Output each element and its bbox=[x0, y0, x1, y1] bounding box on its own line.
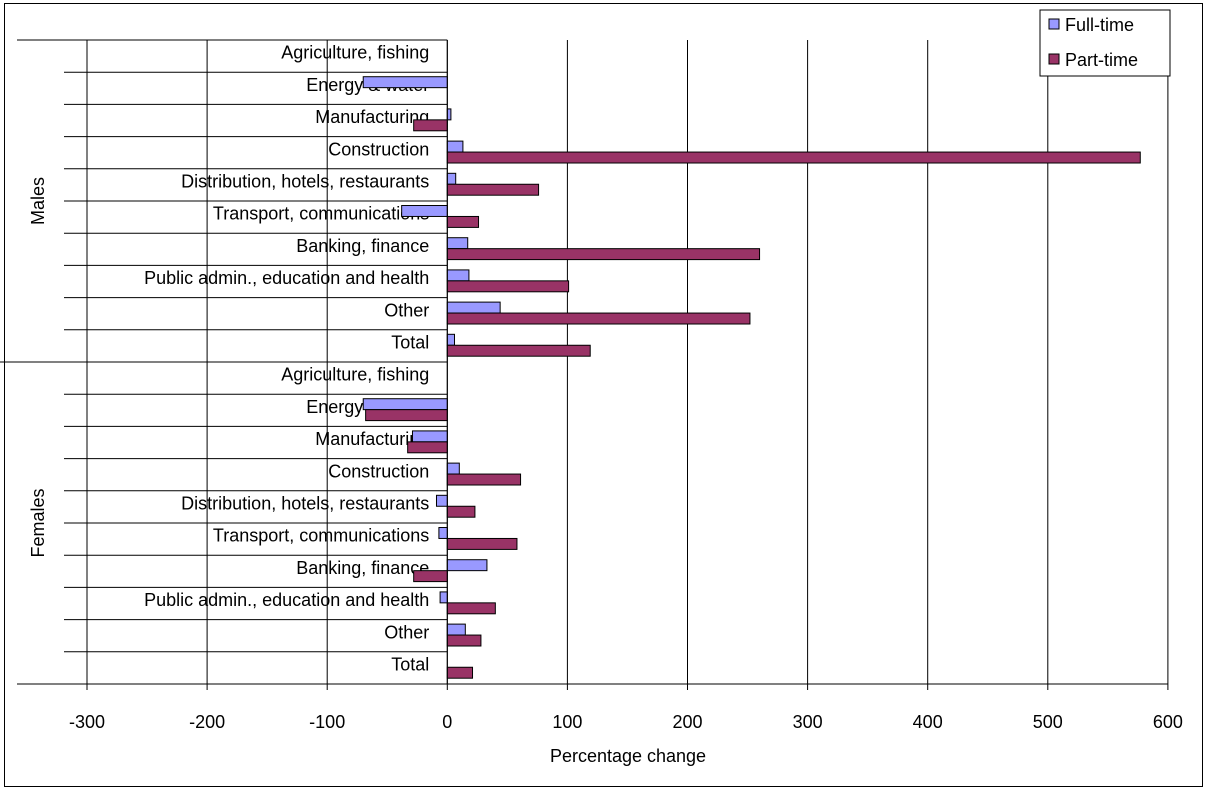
bar-full-time bbox=[446, 559, 488, 572]
bar-full-time bbox=[446, 140, 464, 153]
x-axis-title: Percentage change bbox=[550, 746, 706, 766]
category-label: Agriculture, fishing bbox=[281, 43, 429, 63]
category-label: Manufacturing bbox=[315, 107, 429, 127]
bar-full-time bbox=[435, 494, 448, 507]
x-tick-label: 300 bbox=[793, 712, 823, 732]
bar-full-time bbox=[362, 76, 448, 89]
legend: Full-time Part-time bbox=[1039, 9, 1171, 77]
group-label: Females bbox=[28, 488, 48, 557]
bar-part-time bbox=[446, 183, 540, 196]
category-label: Public admin., education and health bbox=[144, 268, 429, 288]
x-tick-label: 400 bbox=[913, 712, 943, 732]
bar-full-time bbox=[446, 462, 460, 475]
bar-part-time bbox=[446, 602, 496, 615]
bar-part-time bbox=[446, 634, 482, 647]
bar-full-time bbox=[446, 269, 470, 282]
bar-part-time bbox=[446, 344, 591, 357]
bar-part-time bbox=[446, 312, 751, 325]
bar-part-time bbox=[413, 570, 448, 583]
bar-full-time bbox=[446, 237, 469, 250]
bar-full-time bbox=[362, 398, 448, 411]
category-label: Transport, communications bbox=[213, 204, 429, 224]
category-label: Distribution, hotels, restaurants bbox=[181, 171, 429, 191]
bar-part-time bbox=[446, 248, 761, 261]
bar-part-time bbox=[446, 280, 570, 293]
bar-part-time bbox=[365, 409, 448, 422]
bar-full-time bbox=[446, 333, 456, 346]
x-tick-label: 500 bbox=[1033, 712, 1063, 732]
category-label: Construction bbox=[328, 139, 429, 159]
bar-part-time bbox=[446, 666, 474, 679]
bar-part-time bbox=[446, 473, 522, 486]
x-tick-label: 100 bbox=[552, 712, 582, 732]
bar-full-time bbox=[446, 108, 452, 121]
bar-part-time bbox=[446, 505, 476, 518]
legend-label-part-time: Part-time bbox=[1065, 50, 1138, 70]
x-tick-label: 0 bbox=[442, 712, 452, 732]
x-tick-label: -300 bbox=[69, 712, 105, 732]
x-tick-label: 600 bbox=[1153, 712, 1183, 732]
bar-part-time bbox=[407, 441, 448, 454]
legend-swatch-part-time bbox=[1048, 53, 1060, 65]
legend-label-full-time: Full-time bbox=[1065, 15, 1134, 35]
axes: -300 -200 -100 0 100 200 300 400 500 600 bbox=[0, 39, 1183, 732]
bar-full-time bbox=[446, 623, 466, 636]
category-label: Manufacturing bbox=[315, 429, 429, 449]
bar-full-time bbox=[439, 591, 448, 604]
category-label: Other bbox=[384, 622, 429, 642]
category-label: Banking, finance bbox=[296, 558, 429, 578]
legend-box bbox=[1039, 9, 1171, 77]
chart-frame bbox=[4, 3, 1203, 787]
category-label: Other bbox=[384, 300, 429, 320]
category-label: Agriculture, fishing bbox=[281, 365, 429, 385]
category-label: Banking, finance bbox=[296, 236, 429, 256]
group-label: Males bbox=[28, 177, 48, 225]
bar-full-time bbox=[438, 527, 448, 539]
category-label: Public admin., education and health bbox=[144, 590, 429, 610]
bar-part-time bbox=[446, 151, 1141, 164]
bar-full-time bbox=[411, 430, 448, 443]
bar-full-time bbox=[446, 172, 457, 185]
x-tick-label: 200 bbox=[672, 712, 702, 732]
category-label: Transport, communications bbox=[213, 526, 429, 546]
bar-full-time bbox=[401, 205, 448, 217]
bar-full-time bbox=[446, 301, 501, 314]
category-label: Construction bbox=[328, 461, 429, 481]
bars bbox=[362, 76, 1141, 679]
bar-part-time bbox=[446, 537, 518, 550]
legend-swatch-full-time bbox=[1048, 18, 1060, 30]
category-label: Distribution, hotels, restaurants bbox=[181, 493, 429, 513]
x-tick-label: -100 bbox=[309, 712, 345, 732]
bar-part-time bbox=[446, 215, 480, 228]
x-tick-label: -200 bbox=[189, 712, 225, 732]
category-label: Total bbox=[391, 332, 429, 352]
category-label: Total bbox=[391, 654, 429, 674]
bar-part-time bbox=[413, 119, 448, 132]
